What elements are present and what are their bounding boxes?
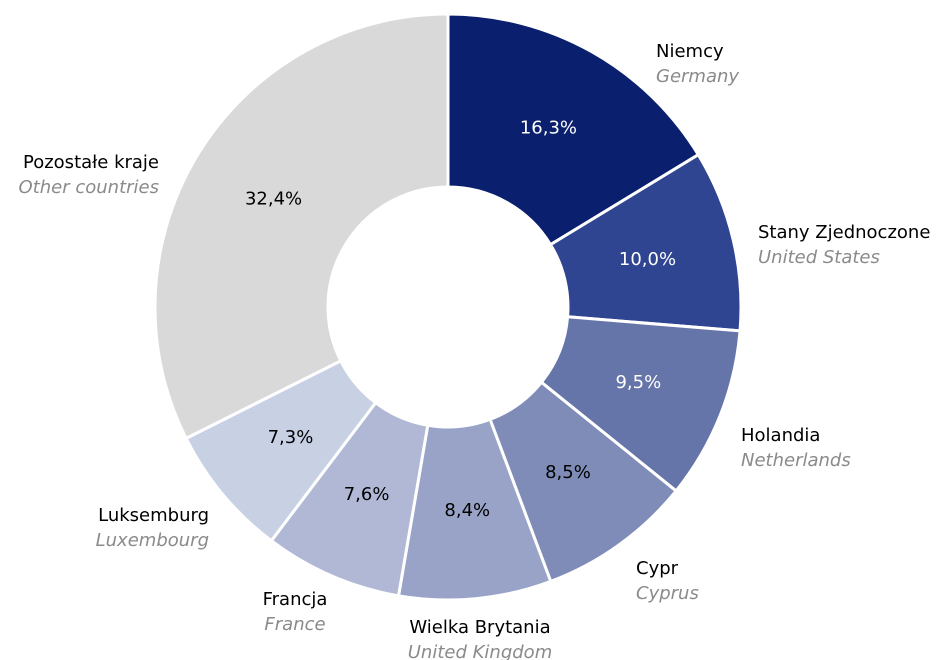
category-label-en: United Kingdom [408, 642, 552, 660]
category-label: Luksemburg [98, 505, 209, 526]
category-label-en: Luxembourg [96, 530, 209, 551]
value-label: 7,3% [268, 427, 314, 448]
value-label: 16,3% [520, 117, 577, 138]
category-label: Pozostałe kraje [23, 152, 159, 173]
category-label: Holandia [741, 425, 820, 446]
slice [446, 12, 701, 247]
slice [539, 315, 742, 494]
value-label: 10,0% [619, 249, 676, 270]
category-label-en: Germany [656, 66, 739, 87]
value-label: 9,5% [615, 372, 661, 393]
category-label: Francja [263, 589, 328, 610]
category-label: Stany Zjednoczone [758, 222, 930, 243]
category-label-en: Netherlands [741, 450, 851, 471]
category-label-en: United States [758, 247, 880, 268]
category-label-en: Other countries [19, 177, 159, 198]
value-label: 8,5% [545, 462, 591, 483]
slice [153, 12, 450, 441]
value-label: 7,6% [344, 484, 390, 505]
category-label-en: Cyprus [636, 583, 699, 604]
category-label: Wielka Brytania [409, 617, 550, 638]
value-label: 8,4% [444, 500, 490, 521]
category-label-en: France [264, 614, 325, 635]
category-label: Cypr [636, 558, 679, 579]
category-label: Niemcy [656, 41, 724, 62]
value-label: 32,4% [245, 188, 302, 209]
